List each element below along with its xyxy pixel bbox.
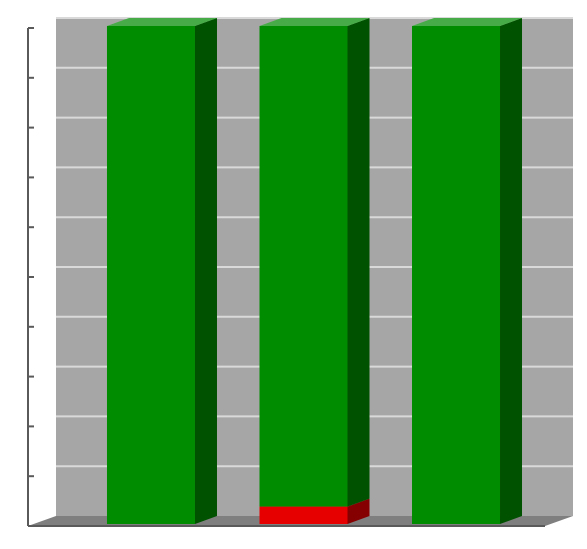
bar-chart-3d: [0, 0, 587, 549]
bar-segment-side: [348, 18, 370, 507]
bar-segment-front: [107, 26, 195, 524]
bar-segment-side: [500, 18, 522, 524]
bar-segment-front: [260, 26, 348, 507]
bar-segment-front: [412, 26, 500, 524]
bar-segment-front: [260, 507, 348, 524]
bar-segment-side: [195, 18, 217, 524]
